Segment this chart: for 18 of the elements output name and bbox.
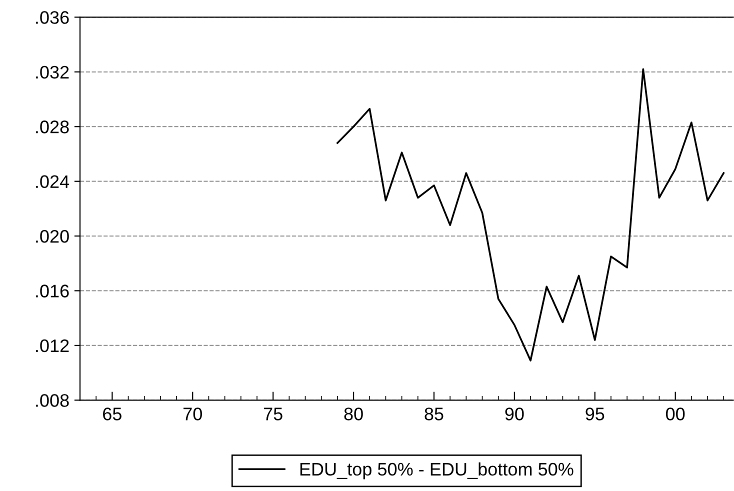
y-tick-label: .024 bbox=[36, 175, 70, 188]
x-tick-label: 00 bbox=[666, 408, 685, 420]
legend-label: EDU_top 50% - EDU_bottom 50% bbox=[300, 462, 574, 480]
x-tick-label: 90 bbox=[505, 408, 524, 420]
x-tick-label: 95 bbox=[586, 408, 604, 420]
y-tick-label: .032 bbox=[36, 66, 69, 79]
x-tick-label: 65 bbox=[103, 408, 122, 420]
y-tick-label: .016 bbox=[36, 284, 69, 298]
y-tick-label: .008 bbox=[36, 394, 69, 407]
x-tick-label: 80 bbox=[344, 408, 363, 420]
y-tick-label: .012 bbox=[36, 339, 69, 352]
x-tick-label: 85 bbox=[424, 408, 444, 420]
y-tick-label: .020 bbox=[36, 230, 69, 243]
x-tick-label: 75 bbox=[264, 408, 282, 420]
y-tick-label: .036 bbox=[36, 11, 69, 24]
line-series bbox=[336, 68, 725, 362]
x-tick-label: 70 bbox=[184, 408, 202, 420]
y-tick-label: .028 bbox=[36, 120, 69, 134]
